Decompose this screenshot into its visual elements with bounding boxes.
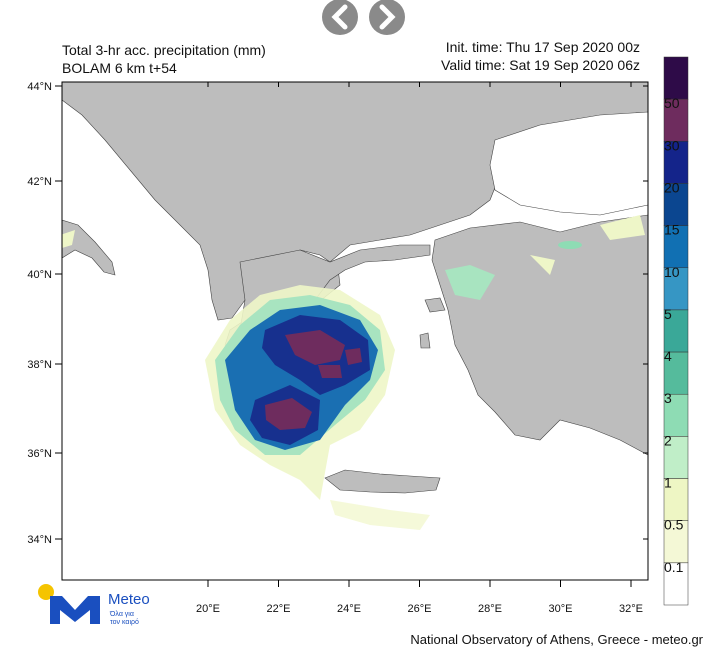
colorbar-box [663,520,689,564]
valid-time: Valid time: Sat 19 Sep 2020 06z [441,57,640,73]
italy [62,219,116,276]
colorbar-box [663,225,689,269]
colorbar-box [663,183,689,226]
logo-tagline: τον καιρό [110,618,139,626]
colorbar-box [663,98,689,142]
footer: National Observatory of Athens, Greece -… [410,632,703,647]
colorbar-label: 5 [664,306,672,322]
colorbar-label: 1 [664,475,672,491]
chios [419,332,431,349]
lon-label: 28°E [478,603,502,615]
colorbar-box [663,436,689,479]
lat-label: 36°N [27,448,52,460]
lat-label: 40°N [27,269,52,281]
lon-label: 26°E [408,603,432,615]
black-sea [489,111,648,216]
lon-label: 20°E [196,603,220,615]
colorbar-box [663,351,689,395]
crete [324,469,441,494]
colorbar-label: 10 [664,264,680,280]
next-icon [379,4,396,30]
lat-label: 34°N [27,534,52,546]
lat-label: 44°N [27,81,52,93]
subtitle: BOLAM 6 km t+54 [62,60,177,76]
colorbar-label: 15 [664,222,680,238]
colorbar-label: 0.1 [664,559,684,575]
colorbar-label: 30 [664,137,680,153]
logo: Meteo Όλα για τον καιρό [38,584,150,626]
colorbar-label: 50 [664,95,680,111]
precipitation [62,215,645,530]
logo-mark [50,596,100,624]
logo-name: Meteo [108,591,150,608]
colorbar-box [663,56,689,100]
axes: 44°N 42°N 40°N 38°N 36°N 34°N 20°E 22°E 24°E 26°E… [27,81,648,615]
lat-label: 42°N [27,176,52,188]
colorbar-label: 20 [664,179,680,195]
colorbar-label: 3 [664,390,672,406]
logo-tagline: Όλα για [109,611,134,618]
colorbar-label: 0.5 [664,517,684,533]
nav [322,0,405,35]
colorbar-box [663,562,689,606]
colorbar-box [663,141,689,184]
colorbar-label: 4 [664,348,672,364]
lon-label: 32°E [619,603,643,615]
lat-label: 38°N [27,359,52,371]
colorbar: 50 30 20 15 10 5 4 3 2 1 0.5 0.1 [663,56,689,606]
lon-label: 24°E [337,603,361,615]
title: Total 3-hr acc. precipitation (mm) [62,42,266,58]
colorbar-box [663,478,689,521]
prev-icon [331,4,348,30]
map [62,82,648,580]
init-time: Init. time: Thu 17 Sep 2020 00z [446,39,640,55]
lon-label: 22°E [267,603,291,615]
lesvos [424,297,446,313]
lon-label: 30°E [549,603,573,615]
colorbar-box [663,309,689,353]
colorbar-label: 2 [664,432,672,448]
prev-button[interactable] [322,0,358,35]
next-button[interactable] [369,0,405,35]
map-frame [61,81,649,581]
